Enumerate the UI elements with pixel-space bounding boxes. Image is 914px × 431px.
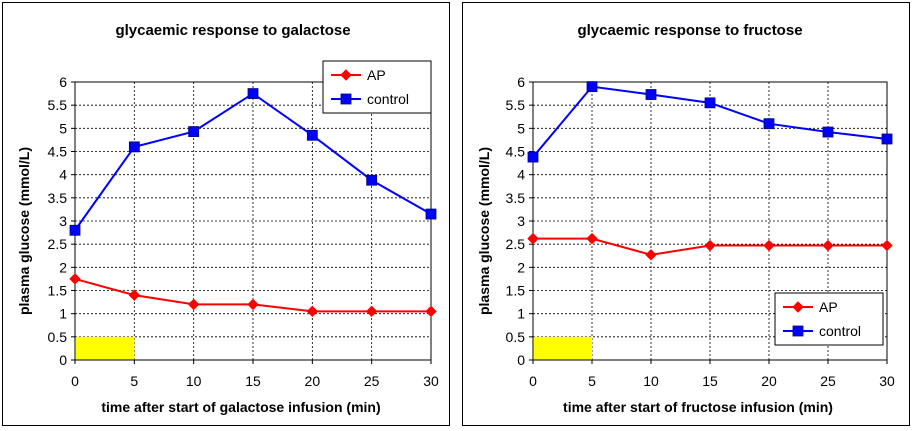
y-tick-label: 1	[517, 306, 525, 322]
data-point-ap	[306, 305, 319, 318]
y-tick-label: 3	[59, 213, 67, 229]
y-tick-label: 5	[59, 120, 67, 136]
y-tick-label: 5	[517, 120, 525, 136]
galactose-chart: glycaemic response to galactose 0 0.5 1 1.5 2…	[16, 22, 439, 415]
data-point-control	[188, 126, 200, 137]
legend-marker-ap	[340, 69, 352, 81]
y-tick-label: 6	[59, 74, 67, 90]
y-tick-label: 0.5	[48, 329, 68, 345]
legend-marker-control	[340, 93, 352, 105]
data-point-ap	[247, 298, 259, 311]
y-tick-label: 4	[517, 167, 525, 183]
chart-title: glycaemic response to fructose	[577, 22, 802, 39]
data-point-control	[247, 88, 259, 99]
x-tick-label: 0	[529, 373, 537, 389]
data-point-ap	[128, 289, 141, 301]
x-tick-label: 20	[761, 373, 777, 389]
legend-marker-ap	[792, 301, 804, 313]
y-axis-label: plasma glucose (mmol/L)	[476, 147, 492, 315]
data-point-control	[69, 224, 81, 236]
legend-label-ap: AP	[819, 299, 838, 315]
data-point-ap	[822, 239, 834, 252]
infusion-period-bar	[534, 336, 592, 360]
y-tick-label: 1	[59, 306, 67, 322]
data-point-control	[527, 151, 539, 163]
data-point-control	[128, 141, 140, 153]
y-tick-label: 4.5	[506, 144, 526, 160]
y-tick-label: 1.5	[48, 283, 68, 299]
y-tick-label: 0	[517, 352, 525, 368]
x-tick-label: 5	[588, 373, 596, 389]
x-axis-label: time after start of fructose infusion (m…	[563, 399, 833, 415]
x-tick-label: 25	[820, 373, 836, 389]
x-tick-label: 30	[423, 373, 439, 389]
legend-label-control: control	[367, 91, 409, 107]
data-point-ap	[365, 305, 378, 318]
legend-marker-control	[792, 325, 804, 337]
data-point-control	[645, 89, 657, 100]
data-point-control	[881, 133, 893, 145]
y-tick-label: 5.5	[506, 97, 526, 113]
y-tick-label: 2	[517, 259, 525, 275]
y-tick-label: 2.5	[506, 236, 526, 252]
infusion-period-bar	[76, 336, 135, 360]
x-tick-label: 30	[879, 373, 895, 389]
legend-label-control: control	[819, 323, 861, 339]
data-point-ap	[425, 305, 437, 318]
x-tick-label: 10	[186, 373, 202, 389]
data-point-ap	[586, 232, 598, 245]
fructose-chart: glycaemic response to fructose 0 0.5 1 1.5 2 2…	[476, 22, 895, 415]
data-point-ap	[527, 232, 539, 245]
data-point-control	[586, 81, 598, 93]
data-point-control	[425, 208, 437, 220]
y-tick-label: 6	[517, 74, 525, 90]
x-tick-label: 15	[702, 373, 718, 389]
data-point-control	[763, 118, 775, 130]
y-tick-label: 4	[59, 167, 67, 183]
y-tick-label: 0.5	[506, 329, 526, 345]
galactose-chart-panel: glycaemic response to galactose 0 0.5 1 1.5 2…	[2, 2, 450, 426]
y-tick-label: 0	[59, 352, 67, 368]
x-tick-label: 5	[130, 373, 138, 389]
x-axis-label: time after start of galactose infusion (…	[101, 399, 380, 415]
data-point-ap	[69, 273, 81, 285]
y-tick-label: 5.5	[48, 97, 68, 113]
x-tick-label: 10	[643, 373, 659, 389]
y-tick-label: 2.5	[48, 236, 68, 252]
x-tick-label: 25	[364, 373, 380, 389]
data-point-control	[366, 174, 378, 186]
data-point-control	[704, 97, 716, 109]
x-tick-label: 20	[305, 373, 321, 389]
y-tick-label: 3	[517, 213, 525, 229]
y-tick-label: 2	[59, 259, 67, 275]
y-axis-label: plasma glucose (mmol/L)	[16, 147, 32, 315]
x-tick-label: 15	[245, 373, 261, 389]
data-point-ap	[645, 249, 657, 261]
x-tick-label: 0	[71, 373, 79, 389]
chart-title: glycaemic response to galactose	[115, 22, 350, 39]
y-tick-label: 1.5	[506, 283, 526, 299]
y-tick-label: 4.5	[48, 144, 68, 160]
data-point-ap	[763, 239, 775, 252]
y-tick-label: 3.5	[48, 190, 68, 206]
data-point-ap	[881, 239, 893, 252]
data-point-control	[822, 126, 834, 138]
data-point-control	[306, 129, 318, 141]
data-point-ap	[704, 239, 716, 252]
data-point-ap	[187, 298, 200, 311]
y-tick-label: 3.5	[506, 190, 526, 206]
legend-label-ap: AP	[367, 67, 386, 83]
fructose-chart-panel: glycaemic response to fructose 0 0.5 1 1.5 2 2…	[462, 2, 910, 426]
